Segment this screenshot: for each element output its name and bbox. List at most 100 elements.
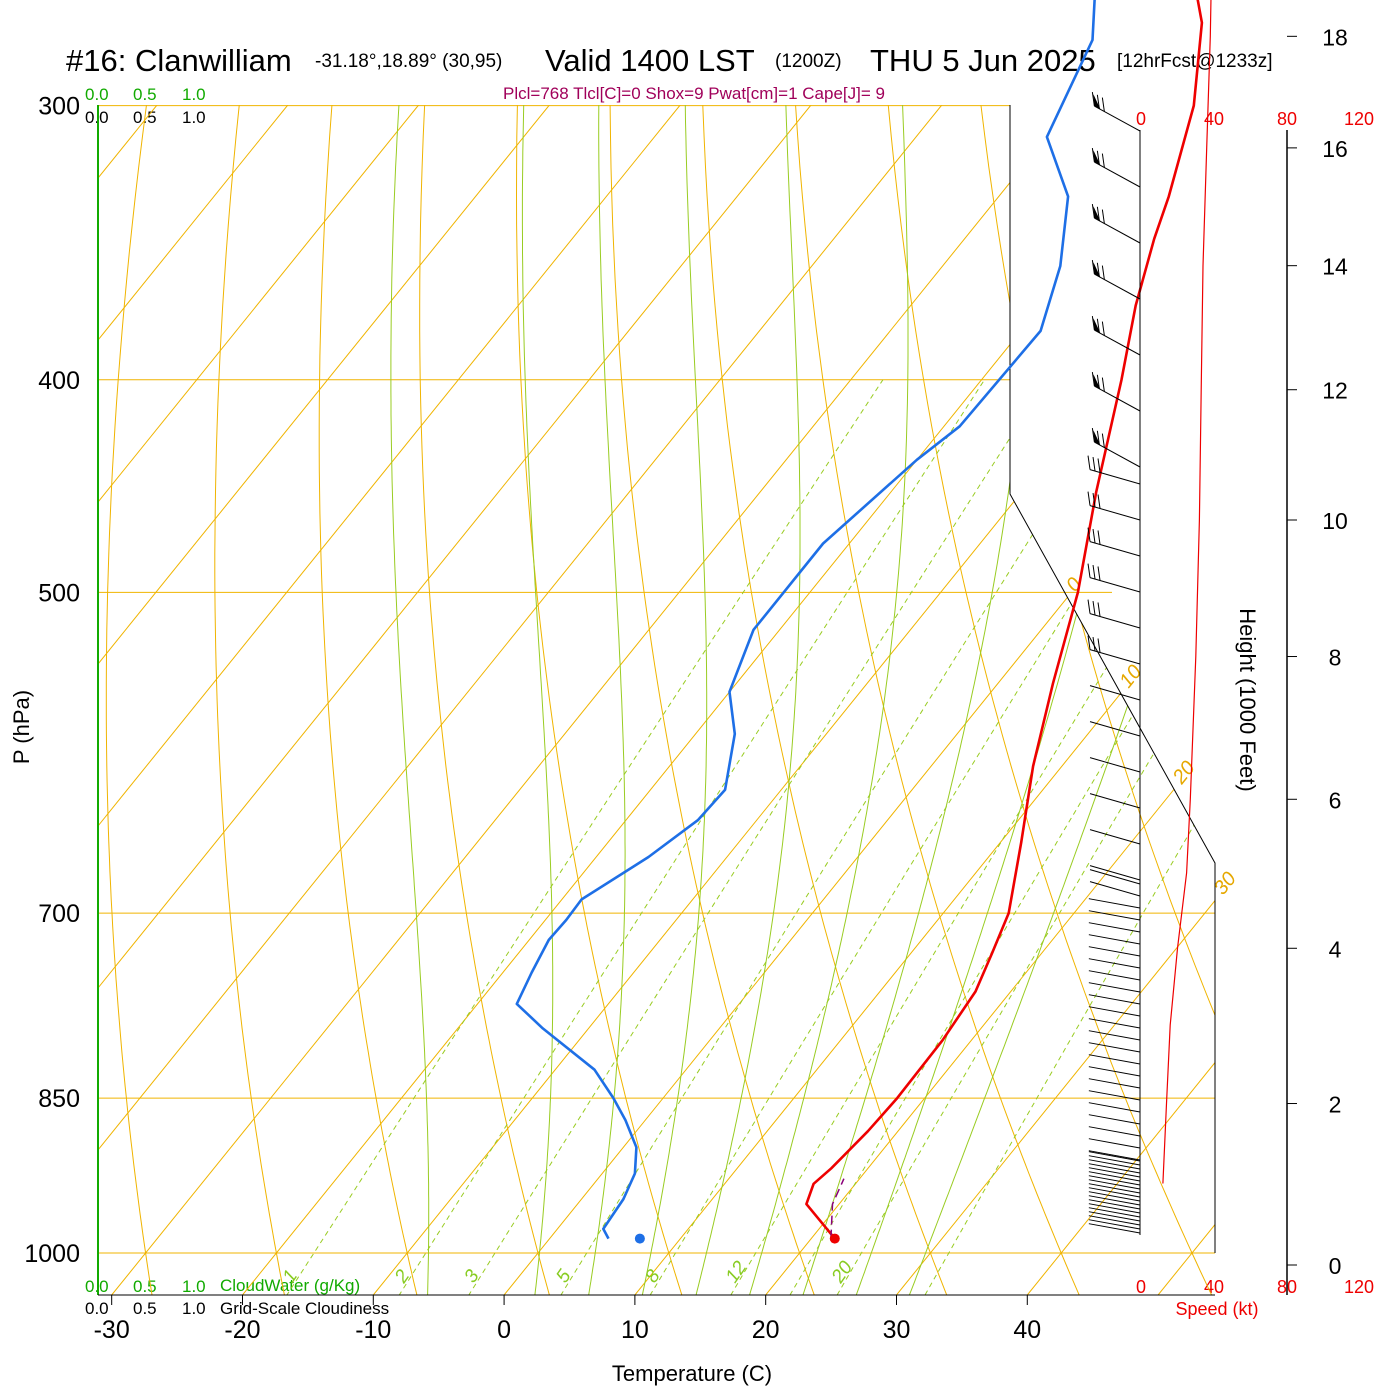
wind-barb [1088, 1179, 1141, 1190]
height-tick-label: 12 [1322, 378, 1348, 404]
wind-barb [1088, 1090, 1141, 1101]
isotherm-line [98, 105, 812, 1295]
pressure-tick-label: 400 [38, 367, 80, 395]
cloudwater-tick: 1.0 [182, 1277, 206, 1296]
isotherm-line [765, 105, 1215, 1295]
wind-barb-feather [1097, 602, 1101, 617]
height-axis-title: Height (1000 Feet) [1235, 608, 1260, 791]
dry-adiabat [699, 105, 960, 1295]
isotherm-line [98, 105, 289, 1295]
wind-speed-scale: 0 40 80 120 0 40 80 120 Speed (kt) [1136, 109, 1374, 1319]
wind-barb-feather [1101, 97, 1105, 112]
wind-barb-feather [1101, 265, 1105, 280]
wind-barb-feather [1091, 259, 1095, 275]
x-axis-title: Temperature (C) [612, 1361, 772, 1386]
speed-axis-label: Speed (kt) [1175, 1299, 1258, 1319]
moist-adiabat [582, 105, 626, 1295]
wind-barb [1089, 505, 1141, 521]
isotherm-label-right: 30 [1210, 868, 1241, 899]
valid-time: Valid 1400 LST [545, 43, 755, 78]
pressure-tick-label: 700 [38, 900, 80, 928]
mixing-ratio-line [818, 379, 1215, 1295]
mixing-ratio-label: 5 [552, 1266, 576, 1287]
dry-adiabat [419, 105, 559, 1295]
height-tick-label: 16 [1322, 136, 1348, 162]
wind-barb-feather [1092, 456, 1096, 472]
wind-barb-feather [1101, 377, 1105, 392]
parcel-line [830, 1178, 845, 1239]
wind-barb [1089, 721, 1141, 737]
x-tick-label: 20 [752, 1316, 780, 1344]
dry-adiabat [98, 105, 130, 1295]
utc-time: (1200Z) [775, 51, 842, 72]
mixing-ratio-line [630, 379, 1211, 1295]
wind-barb [1088, 1155, 1141, 1166]
mixing-ratio-line [266, 379, 884, 1295]
wind-barb-pennant [1093, 150, 1101, 166]
isobar-lines [98, 105, 1215, 1254]
pressure-tick-label: 1000 [24, 1240, 80, 1268]
wind-barb-pennant [1093, 374, 1101, 390]
isotherm-line [98, 105, 681, 1295]
wind-barb-feather [1097, 494, 1101, 509]
isotherm-line [1289, 105, 1400, 1295]
mixing-ratio-line [906, 379, 1215, 1295]
wind-barb [1088, 1114, 1141, 1125]
wind-barb [1089, 541, 1141, 557]
cloudwater-tick: 1.0 [182, 85, 206, 104]
wind-barb [1094, 273, 1141, 300]
cloudiness-tick: 0.5 [133, 1299, 157, 1318]
wind-barb-feather [1087, 563, 1091, 578]
height-tick-label: 6 [1329, 787, 1342, 813]
wind-barb [1088, 1219, 1141, 1230]
cloudwater-tick: 0.0 [85, 1277, 109, 1296]
surface-dewpoint-dot [634, 1233, 645, 1244]
wind-barb [1088, 1126, 1141, 1137]
wind-barb-feather [1092, 600, 1096, 616]
cloudwater-tick: 0.5 [133, 1277, 157, 1296]
wind-barb [1088, 1187, 1141, 1198]
speed-tick-bottom: 40 [1204, 1277, 1224, 1297]
wind-barb [1089, 649, 1141, 665]
valid-date: THU 5 Jun 2025 [870, 43, 1096, 78]
moist-adiabat [739, 105, 909, 1295]
wind-barb [1089, 869, 1141, 885]
wind-barb-feather [1091, 371, 1095, 387]
dry-adiabat [105, 105, 213, 1295]
sounding-parameters: Plcl=768 Tlcl[C]=0 Shox=9 Pwat[cm]=1 Cap… [503, 84, 885, 103]
wind-barb [1089, 881, 1141, 897]
wind-barb-pennant [1093, 94, 1101, 110]
wind-barb [1089, 577, 1141, 593]
wind-barb [1088, 1042, 1141, 1053]
wind-barb [1088, 958, 1141, 969]
wind-barb-feather [1087, 527, 1091, 542]
wind-barb [1088, 1167, 1141, 1178]
moist-adiabat [390, 105, 430, 1295]
wind-barb [1089, 793, 1141, 809]
wind-barb [1088, 1054, 1141, 1065]
x-tick-label: -30 [94, 1316, 130, 1344]
speed-tick-top: 120 [1344, 109, 1374, 129]
dewpoint-line [515, 0, 1096, 1240]
moist-adiabats [390, 105, 1215, 1295]
isotherm-line [1026, 105, 1215, 1295]
height-tick-label: 4 [1329, 936, 1342, 962]
x-tick-label: -10 [355, 1316, 391, 1344]
wind-barb-feather [1101, 433, 1105, 448]
wind-barb [1088, 994, 1141, 1005]
moist-adiabat [635, 105, 708, 1295]
cloudwater-tick: 0.5 [133, 85, 157, 104]
isotherm-lines [98, 105, 1400, 1295]
moist-adiabat [687, 105, 801, 1295]
speed-tick-top: 0 [1136, 109, 1146, 129]
wind-barb [1088, 910, 1141, 921]
mixing-ratio-label: 12 [722, 1257, 752, 1287]
pressure-tick-label: 500 [38, 579, 80, 607]
speed-tick-top: 80 [1277, 109, 1297, 129]
dry-adiabat [1286, 0, 1400, 1326]
wind-barb-feather [1097, 458, 1101, 473]
wind-barb [1088, 1030, 1141, 1041]
moist-adiabat [792, 105, 1035, 1295]
dry-adiabat [214, 105, 295, 1295]
mixing-ratio-label: 3 [460, 1266, 484, 1287]
